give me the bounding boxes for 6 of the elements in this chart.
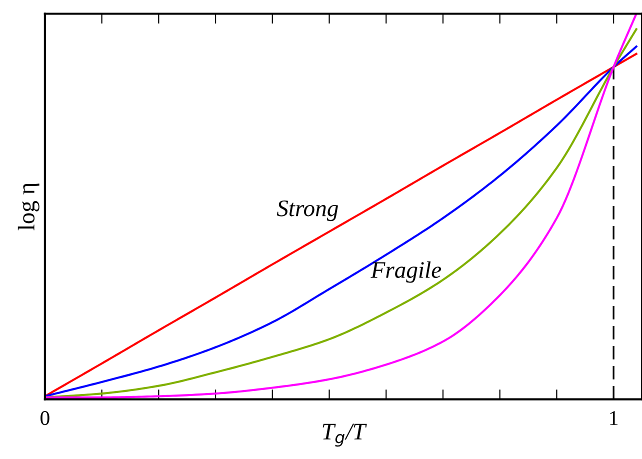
annotation: Strong: [276, 200, 338, 222]
y-axis-title: log η: [18, 184, 40, 230]
annotation: Fragile: [370, 261, 442, 283]
x-tick-label: 1: [610, 411, 618, 425]
x-tick-label: 0: [40, 411, 50, 426]
x-axis-title: T$_{g}$/T: [322, 424, 367, 447]
